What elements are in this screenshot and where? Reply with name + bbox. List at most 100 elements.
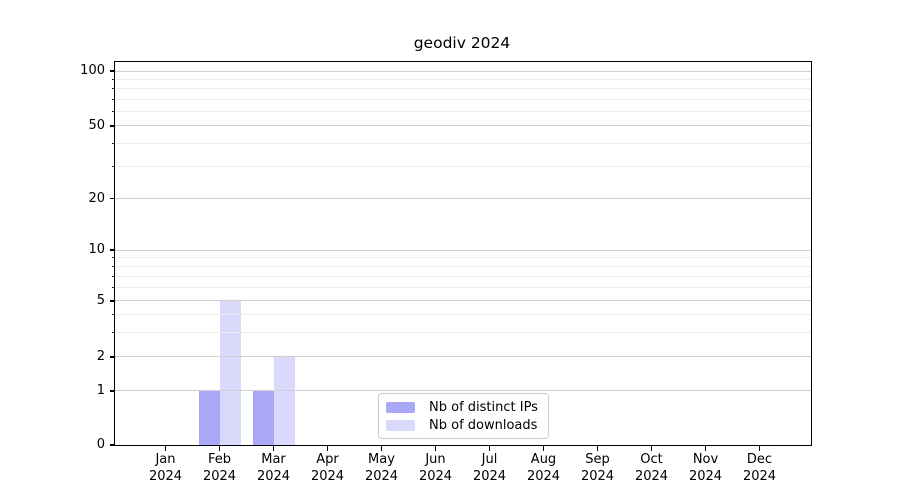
gridline-major-5 xyxy=(115,300,811,302)
gridline-minor-6 xyxy=(115,287,811,289)
gridline-minor-8 xyxy=(115,265,811,267)
x-tick-month-aug: Aug xyxy=(530,452,557,467)
x-tick-year-may: 2024 xyxy=(364,468,399,484)
y-axis-tick-label-2: 2 xyxy=(96,348,105,364)
x-axis-tick-jul xyxy=(488,446,491,451)
x-tick-month-oct: Oct xyxy=(640,452,663,467)
y-axis-minor-tick-40 xyxy=(112,143,115,145)
legend-label-downloads: Nb of downloads xyxy=(429,417,538,433)
x-axis-tick-label-sep: Sep 2024 xyxy=(568,452,628,485)
x-axis-tick-label-aug: Aug 2024 xyxy=(514,452,574,485)
x-axis-tick-feb xyxy=(218,446,221,451)
x-axis-tick-label-oct: Oct 2024 xyxy=(622,452,682,485)
y-axis-minor-tick-4 xyxy=(112,314,115,316)
chart-title: geodiv 2024 xyxy=(413,34,511,52)
x-axis-tick-label-feb: Feb 2024 xyxy=(190,452,250,485)
y-axis-tick-label-5: 5 xyxy=(96,292,105,308)
x-tick-month-sep: Sep xyxy=(585,452,610,467)
x-axis-tick-label-dec: Dec 2024 xyxy=(730,452,790,485)
gridline-minor-90 xyxy=(115,78,811,80)
x-tick-month-jan: Jan xyxy=(155,452,176,467)
bar-distinct-ips-feb xyxy=(198,391,220,445)
y-axis-tick-0 xyxy=(110,444,114,446)
x-axis-tick-label-mar: Mar 2024 xyxy=(244,452,304,485)
y-axis-tick-label-100: 100 xyxy=(80,63,105,78)
gridline-major-2 xyxy=(115,356,811,358)
legend-item-distinct-ips: Nb of distinct IPs xyxy=(386,400,548,415)
gridline-minor-9 xyxy=(115,257,811,259)
y-axis-tick-label-10: 10 xyxy=(88,242,105,258)
gridline-major-1 xyxy=(115,390,811,392)
legend-label-distinct-ips: Nb of distinct IPs xyxy=(429,399,538,415)
y-axis-tick-20 xyxy=(110,197,114,200)
y-axis-minor-tick-9 xyxy=(112,257,115,259)
y-axis-minor-tick-3 xyxy=(112,331,115,333)
x-axis-tick-label-jun: Jun 2024 xyxy=(406,452,466,485)
y-axis-tick-label-20: 20 xyxy=(88,190,105,206)
gridline-minor-80 xyxy=(115,88,811,90)
gridline-major-50 xyxy=(115,125,811,127)
x-axis-tick-may xyxy=(380,446,383,451)
legend-swatch-downloads xyxy=(386,419,415,431)
y-axis-tick-10 xyxy=(110,249,114,251)
x-axis-tick-dec xyxy=(758,446,761,451)
gridline-major-10 xyxy=(115,249,811,251)
x-axis-tick-aug xyxy=(542,446,545,451)
y-axis-tick-2 xyxy=(110,356,114,358)
x-tick-month-nov: Nov xyxy=(692,452,719,467)
legend-swatch-distinct-ips xyxy=(386,401,415,413)
y-axis-tick-5 xyxy=(110,300,114,302)
x-tick-year-jun: 2024 xyxy=(418,468,453,484)
gridline-minor-7 xyxy=(115,275,811,277)
y-axis-tick-label-50: 50 xyxy=(88,117,105,133)
gridline-minor-4 xyxy=(115,314,811,316)
x-tick-year-jul: 2024 xyxy=(472,468,507,484)
x-tick-year-feb: 2024 xyxy=(202,468,237,484)
gridline-minor-70 xyxy=(115,98,811,100)
x-tick-year-aug: 2024 xyxy=(526,468,561,484)
legend: Nb of distinct IPs Nb of downloads xyxy=(378,393,549,439)
x-tick-year-mar: 2024 xyxy=(256,468,291,484)
y-axis-minor-tick-7 xyxy=(112,275,115,277)
bar-distinct-ips-mar xyxy=(252,391,274,445)
x-axis-tick-jun xyxy=(434,446,437,451)
x-axis-tick-jan xyxy=(164,446,167,451)
gridline-major-20 xyxy=(115,198,811,199)
y-axis-minor-tick-60 xyxy=(112,111,115,113)
gridline-major-100 xyxy=(115,70,811,72)
x-axis-tick-label-nov: Nov 2024 xyxy=(676,452,736,485)
y-axis-minor-tick-70 xyxy=(112,98,115,100)
gridline-minor-30 xyxy=(115,165,811,167)
x-tick-month-jul: Jul xyxy=(481,452,498,467)
y-axis-minor-tick-8 xyxy=(112,265,115,267)
y-axis-minor-tick-90 xyxy=(112,78,115,80)
x-axis-tick-label-jan: Jan 2024 xyxy=(136,452,196,485)
x-axis-tick-mar xyxy=(272,446,275,451)
y-axis-minor-tick-80 xyxy=(112,88,115,90)
x-tick-month-dec: Dec xyxy=(746,452,773,467)
x-tick-month-mar: Mar xyxy=(261,452,286,467)
bar-downloads-feb xyxy=(219,301,241,445)
y-axis-tick-50 xyxy=(110,125,114,127)
x-tick-year-nov: 2024 xyxy=(688,468,723,484)
y-axis-minor-tick-30 xyxy=(112,165,115,167)
y-axis-tick-label-1: 1 xyxy=(96,382,105,398)
x-axis-tick-apr xyxy=(326,446,329,451)
y-axis-tick-label-0: 0 xyxy=(96,437,105,452)
x-tick-month-apr: Apr xyxy=(316,452,339,467)
x-axis-tick-label-jul: Jul 2024 xyxy=(460,452,520,485)
plot-area: Nb of distinct IPs Nb of downloads 0 1 2 5 1… xyxy=(80,61,812,484)
x-tick-month-jun: Jun xyxy=(425,452,446,467)
legend-item-downloads: Nb of downloads xyxy=(386,418,548,433)
x-tick-year-apr: 2024 xyxy=(310,468,345,484)
gridline-minor-60 xyxy=(115,111,811,113)
gridline-minor-40 xyxy=(115,143,811,145)
x-axis-tick-label-apr: Apr 2024 xyxy=(298,452,358,485)
y-axis-tick-100 xyxy=(110,70,114,72)
x-axis-tick-label-may: May 2024 xyxy=(352,452,412,485)
x-tick-year-oct: 2024 xyxy=(634,468,669,484)
x-axis-tick-sep xyxy=(596,446,599,451)
gridline-minor-3 xyxy=(115,331,811,333)
bar-downloads-mar xyxy=(273,357,295,445)
